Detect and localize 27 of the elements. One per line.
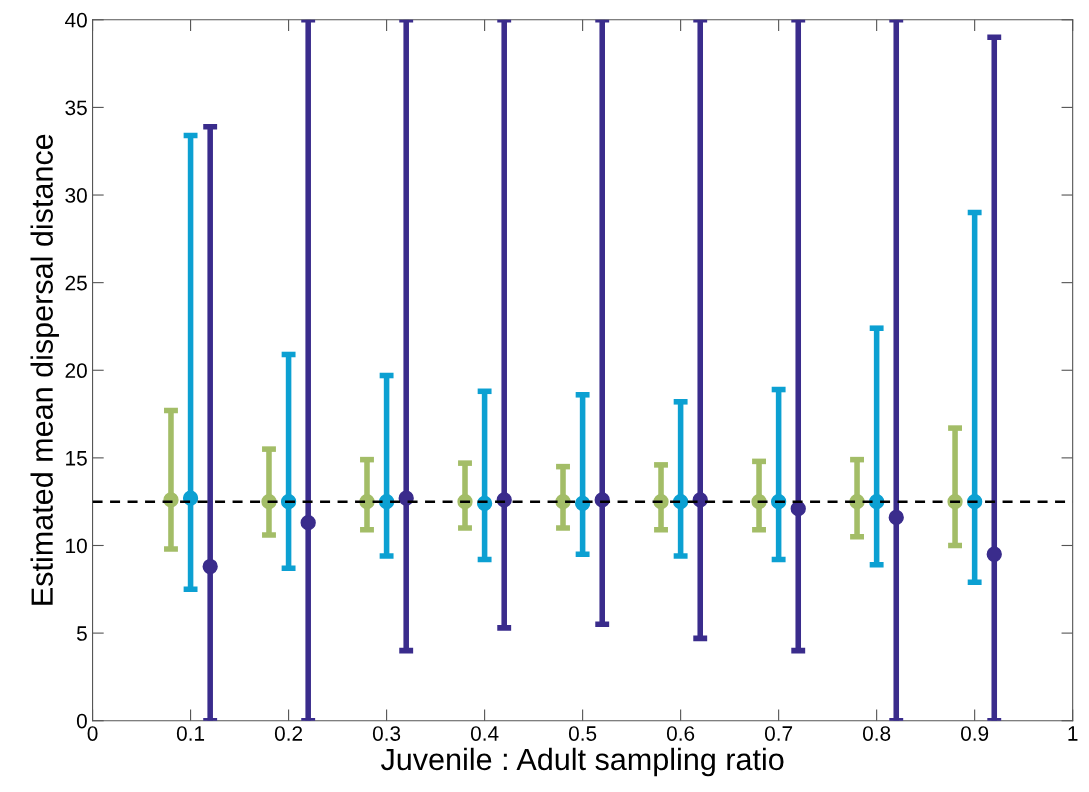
y-tick-label: 10 (66, 538, 87, 554)
x-tick-label: 0.9 (960, 726, 989, 741)
y-tick-label: 15 (66, 451, 87, 466)
point (790, 501, 806, 517)
y-tick-label: 35 (65, 100, 87, 116)
x-tick-label: 0.3 (372, 726, 401, 741)
y-tick-label: 25 (65, 275, 87, 291)
point (300, 515, 316, 531)
x-tick-label: 0.5 (568, 726, 597, 741)
y-tick-label: 30 (65, 188, 87, 203)
x-tick-label: 0.4 (470, 726, 499, 741)
x-tick-label: 1 (1068, 726, 1078, 741)
x-tick-label: 0.6 (666, 726, 695, 741)
y-tick-label: 0 (76, 713, 87, 729)
x-tick-label: 0.7 (764, 726, 793, 741)
point (986, 546, 1002, 562)
x-axis-title: Juvenile : Adult sampling ratio (380, 747, 784, 777)
x-tick-label: 0.8 (862, 726, 891, 741)
y-axis-title: Estimated mean dispersal distance (30, 134, 59, 605)
point (202, 558, 218, 575)
y-tick-label: 20 (65, 363, 87, 379)
x-tick-label: 0.2 (274, 726, 303, 741)
x-tick-label: 0 (87, 726, 98, 741)
x-tick-label: 0.1 (176, 726, 205, 741)
y-tick-label: 40 (65, 12, 87, 28)
point (888, 509, 904, 526)
y-tick-label: 5 (76, 626, 87, 641)
